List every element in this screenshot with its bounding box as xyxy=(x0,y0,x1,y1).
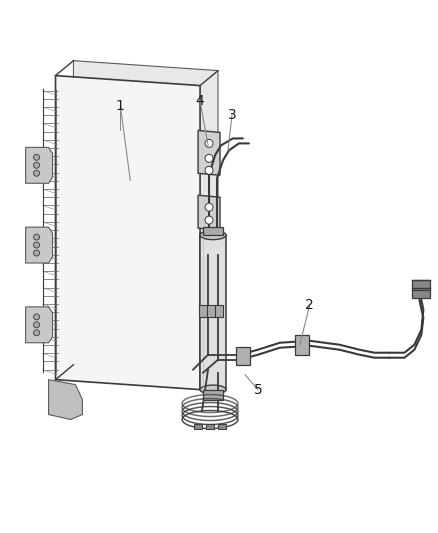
Polygon shape xyxy=(25,307,53,343)
Polygon shape xyxy=(198,131,220,175)
Bar xyxy=(413,280,430,290)
Bar xyxy=(295,335,309,355)
Text: 4: 4 xyxy=(196,93,205,108)
Circle shape xyxy=(34,155,39,160)
Circle shape xyxy=(205,216,213,224)
Text: 2: 2 xyxy=(305,298,314,312)
Circle shape xyxy=(34,234,39,240)
Circle shape xyxy=(34,163,39,168)
Polygon shape xyxy=(198,195,220,230)
Polygon shape xyxy=(203,227,223,235)
Ellipse shape xyxy=(200,231,226,240)
Circle shape xyxy=(34,242,39,248)
Bar xyxy=(206,424,214,430)
Bar xyxy=(215,305,223,317)
Bar xyxy=(199,305,207,317)
Text: 3: 3 xyxy=(228,109,237,123)
Polygon shape xyxy=(203,390,223,400)
Circle shape xyxy=(205,166,213,174)
Circle shape xyxy=(205,140,213,148)
Circle shape xyxy=(34,314,39,320)
Circle shape xyxy=(34,330,39,336)
Bar xyxy=(194,424,202,430)
Polygon shape xyxy=(200,235,226,390)
Circle shape xyxy=(205,155,213,163)
Ellipse shape xyxy=(200,385,226,394)
Bar xyxy=(218,424,226,430)
Circle shape xyxy=(34,171,39,176)
Text: 5: 5 xyxy=(254,383,262,397)
Circle shape xyxy=(34,322,39,328)
Circle shape xyxy=(34,250,39,256)
Bar xyxy=(207,305,215,317)
Bar xyxy=(413,290,430,298)
Circle shape xyxy=(205,203,213,211)
Polygon shape xyxy=(49,379,82,419)
Bar xyxy=(236,347,250,365)
Polygon shape xyxy=(74,61,218,375)
Text: 1: 1 xyxy=(116,99,125,112)
Polygon shape xyxy=(25,148,53,183)
Polygon shape xyxy=(25,227,53,263)
Polygon shape xyxy=(56,76,200,390)
